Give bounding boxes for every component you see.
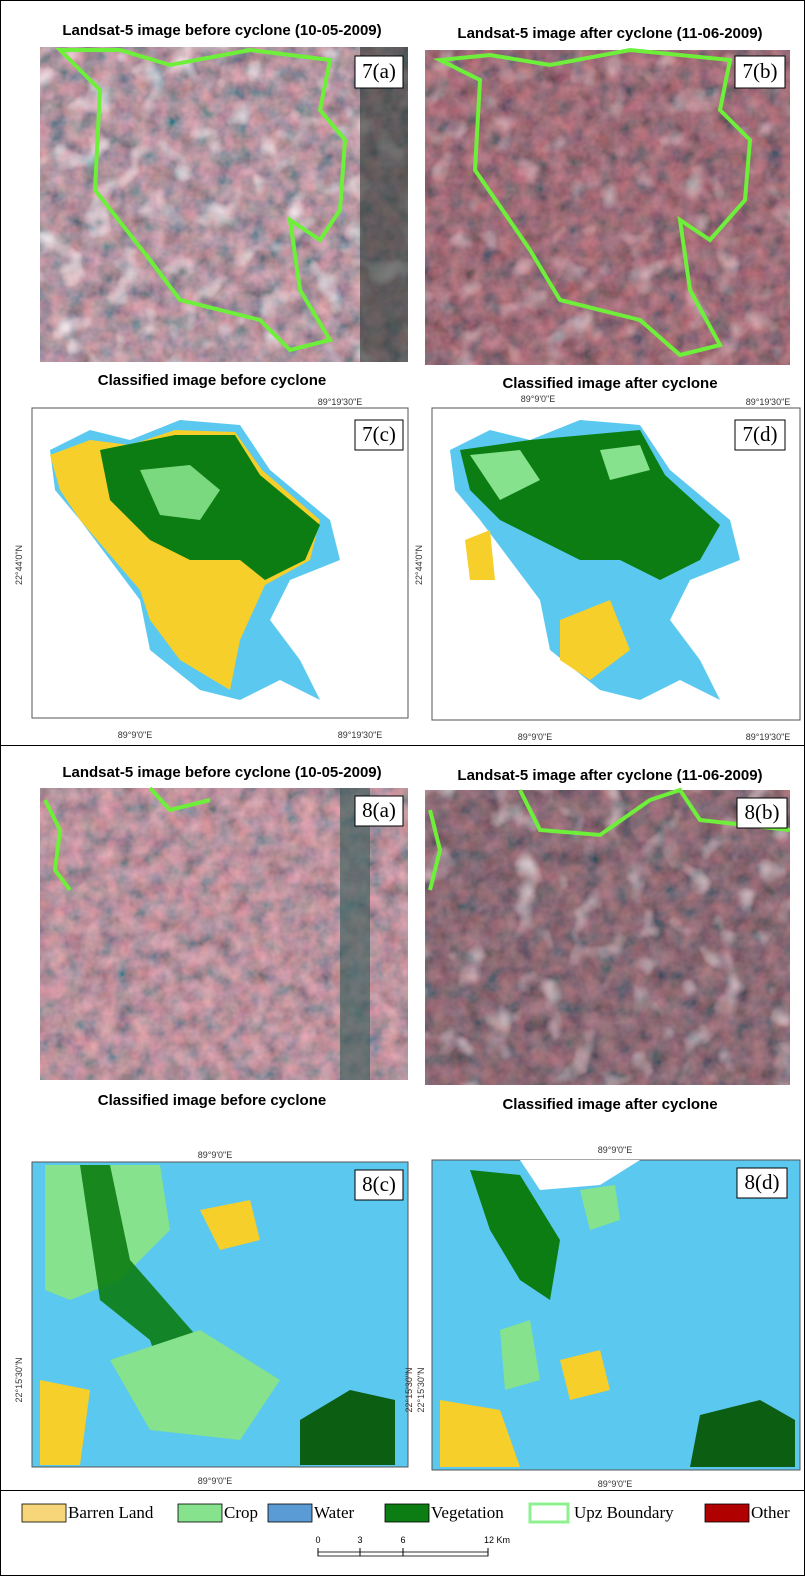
satellite-image: [40, 788, 408, 1080]
legend-label: Other: [751, 1503, 790, 1522]
coord-label: 89°9'0"E: [598, 1479, 633, 1489]
legend-label: Vegetation: [431, 1503, 504, 1522]
legend-swatch: [22, 1504, 66, 1522]
scale-label: 6: [400, 1535, 405, 1545]
panel-label: 8(d): [745, 1170, 780, 1194]
panel-label: 7(b): [743, 59, 778, 83]
satellite-image: [40, 47, 408, 362]
panel-label: 8(b): [745, 800, 780, 824]
coord-label: 89°19'30"E: [746, 732, 791, 742]
coord-label: 89°9'0"E: [518, 732, 553, 742]
map-title: Classified image before cyclone: [98, 1092, 326, 1109]
legend: Barren Land Crop Water Vegetation Upz Bounda…: [22, 1503, 790, 1522]
coord-label: 22°15'30"N: [416, 1367, 426, 1412]
coord-label: 89°9'0"E: [198, 1476, 233, 1486]
legend-label: Upz Boundary: [574, 1503, 674, 1522]
coord-label: 22°15'30"N: [14, 1357, 24, 1402]
satellite-image: [425, 50, 790, 365]
coord-label: 22°44'0"N: [14, 545, 24, 585]
map-title: Classified image after cyclone: [502, 375, 717, 392]
scale-label: 0: [315, 1535, 320, 1545]
coord-label: 89°9'0"E: [118, 730, 153, 740]
legend-label: Water: [314, 1503, 354, 1522]
coord-label: 22°15'30"N: [404, 1367, 414, 1412]
coord-label: 89°9'0"E: [521, 394, 556, 404]
figure-page: Landsat-5 image before cyclone (10-05-20…: [0, 0, 805, 1576]
panel-label: 8(a): [362, 798, 396, 822]
map-title: Classified image after cyclone: [502, 1096, 717, 1113]
coord-label: 89°19'30"E: [746, 397, 791, 407]
coord-label: 89°19'30"E: [338, 730, 383, 740]
panel-label: 8(c): [362, 1172, 396, 1196]
coord-label: 89°9'0"E: [198, 1150, 233, 1160]
coord-label: 89°9'0"E: [598, 1145, 633, 1155]
image-title: Landsat-5 image before cyclone (10-05-20…: [62, 764, 381, 781]
legend-swatch: [268, 1504, 312, 1522]
legend-swatch: [385, 1504, 429, 1522]
panel-label: 7(a): [362, 59, 396, 83]
image-title: Landsat-5 image before cyclone (10-05-20…: [62, 22, 381, 39]
panel-label: 7(c): [362, 422, 396, 446]
satellite-image: [425, 790, 790, 1085]
scale-bar: 0 3 6 12 Km: [315, 1535, 510, 1556]
legend-swatch: [178, 1504, 222, 1522]
image-title: Landsat-5 image after cyclone (11-06-200…: [457, 25, 762, 42]
image-title: Landsat-5 image after cyclone (11-06-200…: [457, 767, 762, 784]
legend-label: Crop: [224, 1503, 258, 1522]
legend-swatch: [530, 1504, 568, 1522]
scale-label: 3: [357, 1535, 362, 1545]
coord-label: 89°19'30"E: [318, 397, 363, 407]
legend-label: Barren Land: [68, 1503, 154, 1522]
scale-label: 12 Km: [484, 1535, 510, 1545]
coord-label: 22°44'0"N: [414, 545, 424, 585]
map-title: Classified image before cyclone: [98, 372, 326, 389]
legend-swatch: [705, 1504, 749, 1522]
panel-label: 7(d): [743, 422, 778, 446]
